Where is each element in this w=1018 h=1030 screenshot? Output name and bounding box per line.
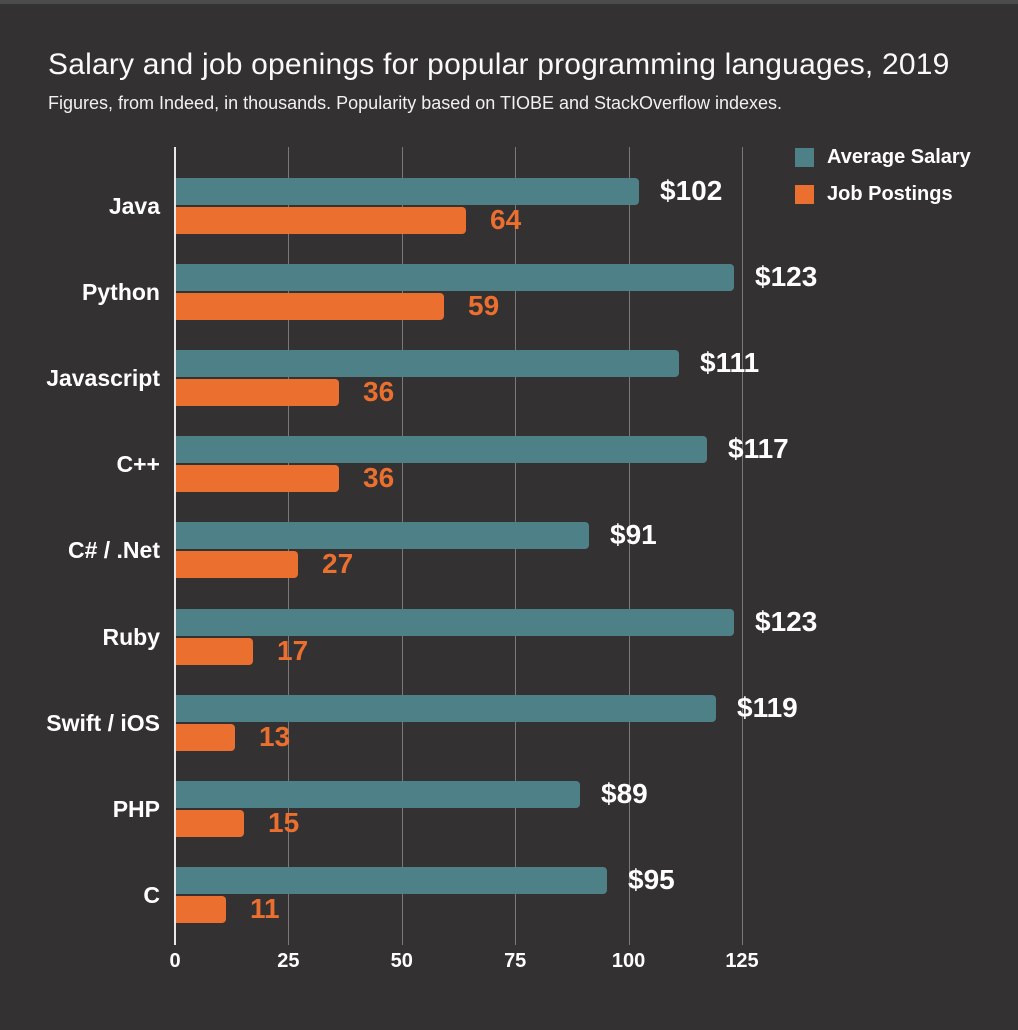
- x-tick-label-25: 25: [277, 950, 300, 972]
- chart-subtitle: Figures, from Indeed, in thousands. Popu…: [48, 93, 783, 113]
- postings-bar: [176, 293, 444, 320]
- category-label: C: [143, 882, 160, 908]
- category-label: Java: [108, 193, 160, 219]
- postings-value-label: 11: [250, 893, 280, 924]
- postings-value-label: 17: [277, 635, 309, 666]
- postings-bar: [176, 551, 298, 578]
- salary-value-label: $95: [628, 864, 675, 895]
- category-label: PHP: [112, 796, 160, 822]
- postings-value-label: 13: [259, 721, 291, 752]
- category-label: Swift / iOS: [46, 710, 160, 736]
- legend-item-average-salary: Average Salary: [795, 145, 971, 168]
- gridline-125: [742, 147, 743, 945]
- legend: Average Salary Job Postings: [795, 145, 971, 221]
- legend-label: Average Salary: [827, 145, 971, 168]
- salary-value-label: $119: [737, 692, 798, 723]
- postings-value-label: 59: [468, 290, 500, 321]
- x-tick-label-0: 0: [169, 950, 181, 972]
- postings-bar: [176, 810, 244, 837]
- salary-bar: [176, 781, 580, 808]
- salary-bar: [176, 436, 707, 463]
- postings-value-label: 15: [268, 807, 300, 838]
- category-label: C++: [116, 451, 160, 477]
- salary-bar: [176, 178, 639, 205]
- category-label: Javascript: [46, 365, 160, 391]
- salary-value-label: $91: [610, 519, 657, 550]
- category-label: Ruby: [102, 624, 161, 650]
- postings-bar: [176, 724, 235, 751]
- postings-bar: [176, 207, 466, 234]
- salary-value-label: $89: [601, 778, 648, 809]
- salary-value-label: $102: [660, 175, 723, 206]
- legend-label: Job Postings: [827, 182, 953, 205]
- x-tick-label-125: 125: [725, 950, 759, 972]
- x-tick-label-75: 75: [504, 950, 527, 972]
- x-tick-label-100: 100: [611, 950, 646, 972]
- postings-value-label: 36: [363, 462, 395, 493]
- category-label: Python: [82, 279, 160, 305]
- postings-bar: [176, 638, 253, 665]
- gridline-100: [628, 147, 630, 945]
- postings-value-label: 27: [322, 548, 354, 579]
- salary-value-label: $123: [755, 261, 818, 292]
- salary-bar: [176, 609, 734, 636]
- category-label: C# / .Net: [67, 537, 160, 563]
- postings-value-label: 64: [490, 204, 522, 235]
- salary-bar: [176, 522, 589, 549]
- y-axis-line: [174, 147, 176, 945]
- salary-value-label: $117: [728, 433, 789, 464]
- postings-value-label: 36: [363, 376, 395, 407]
- postings-bar: [176, 896, 226, 923]
- x-tick-label-50: 50: [390, 950, 413, 972]
- legend-item-job-postings: Job Postings: [795, 182, 971, 205]
- chart-title: Salary and job openings for popular prog…: [48, 48, 950, 81]
- salary-bar: [176, 695, 716, 722]
- salary-value-label: $111: [700, 347, 760, 378]
- legend-swatch: [795, 184, 814, 204]
- salary-bar: [176, 867, 607, 894]
- salary-bar: [176, 264, 734, 291]
- salary-value-label: $123: [755, 606, 818, 637]
- salary-bar: [176, 350, 679, 377]
- postings-bar: [176, 465, 339, 492]
- legend-swatch: [795, 147, 814, 167]
- window-top-edge: [0, 0, 1018, 4]
- postings-bar: [176, 379, 339, 406]
